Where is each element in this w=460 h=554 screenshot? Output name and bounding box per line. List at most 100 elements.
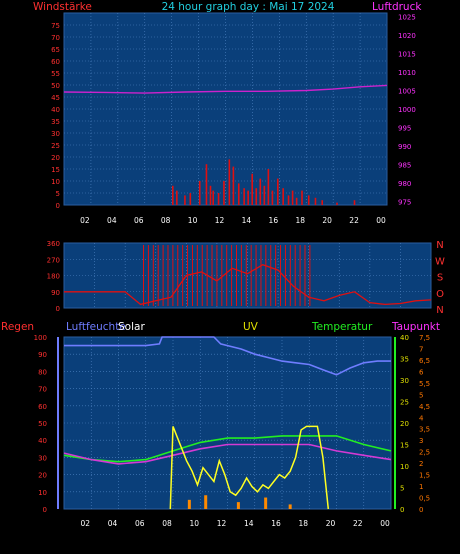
luftdruck-tick-label: 975 bbox=[398, 198, 411, 206]
temperatur-tick-label: 20 bbox=[400, 420, 409, 428]
x-tick-label: 10 bbox=[189, 519, 199, 528]
luftfeuchte-line bbox=[64, 336, 391, 376]
windstaerke-tick-label: 75 bbox=[51, 22, 60, 30]
wind-bar bbox=[271, 190, 274, 205]
taupunkt-tick-label: 2 bbox=[419, 460, 423, 468]
luftfeuchte-label: Luftfeuchte bbox=[66, 321, 126, 333]
taupunkt-tick-label: 6 bbox=[419, 368, 424, 376]
wind-bar bbox=[263, 185, 266, 205]
windstaerke-tick-label: 40 bbox=[51, 106, 60, 114]
windstaerke-label: Windstärke bbox=[33, 1, 92, 13]
wind-bar bbox=[295, 197, 298, 205]
x-tick-label: 08 bbox=[161, 216, 171, 225]
taupunkt-line bbox=[63, 443, 392, 465]
temperatur-tick-label: 35 bbox=[400, 356, 409, 364]
luftdruck-tick-label: 1020 bbox=[398, 32, 416, 40]
taupunkt-tick-label: 0 bbox=[419, 506, 423, 514]
luftdruck-tick-label: 980 bbox=[398, 180, 411, 188]
luftdruck-tick-label: 1005 bbox=[398, 88, 416, 96]
wind-bar bbox=[223, 181, 225, 205]
windstaerke-tick-label: 0 bbox=[56, 202, 60, 210]
windstaerke-tick-label: 60 bbox=[51, 58, 60, 66]
humidity-temperature-panel: 0102030405060708090100051015202530354000… bbox=[34, 334, 431, 528]
wind-bar bbox=[189, 193, 192, 205]
taupunkt-tick-label: 4,5 bbox=[419, 403, 430, 411]
luftdruck-line bbox=[63, 84, 388, 94]
wind-bar bbox=[321, 200, 323, 205]
x-tick-label: 22 bbox=[349, 216, 359, 225]
x-tick-label: 18 bbox=[298, 519, 308, 528]
wind-bar bbox=[243, 188, 245, 205]
taupunkt-tick-label: 5,5 bbox=[419, 380, 430, 388]
wind-bar bbox=[172, 185, 174, 205]
regen-tick-label: 90 bbox=[38, 351, 47, 359]
wind-bar bbox=[176, 190, 178, 205]
windstaerke-tick-label: 20 bbox=[51, 154, 60, 162]
taupunkt-tick-label: 7,5 bbox=[419, 334, 430, 342]
temperatur-tick-label: 0 bbox=[400, 506, 404, 514]
taupunkt-tick-label: 1,5 bbox=[419, 472, 430, 480]
taupunkt-tick-label: 5 bbox=[419, 391, 423, 399]
windstaerke-tick-label: 45 bbox=[51, 94, 60, 102]
windstaerke-tick-label: 25 bbox=[51, 142, 60, 150]
wind-bar bbox=[209, 185, 212, 205]
wind-bar bbox=[314, 197, 317, 205]
uv-bar bbox=[288, 504, 292, 509]
windstaerke-tick-label: 5 bbox=[56, 190, 60, 198]
wind-bar bbox=[184, 195, 186, 205]
windrichtung-tick-label: 0 bbox=[56, 305, 60, 313]
windstaerke-tick-label: 50 bbox=[51, 82, 60, 90]
temperatur-tick-label: 15 bbox=[400, 442, 409, 450]
windrichtung-tick-label: 90 bbox=[51, 289, 60, 297]
x-tick-label: 18 bbox=[295, 216, 305, 225]
x-tick-label: 20 bbox=[326, 519, 336, 528]
compass-label: N bbox=[436, 305, 443, 316]
luftdruck-tick-label: 1010 bbox=[398, 69, 416, 77]
regen-tick-label: 20 bbox=[38, 472, 47, 480]
regen-label: Regen bbox=[1, 321, 34, 333]
wind-bar bbox=[276, 178, 279, 205]
temperatur-tick-label: 10 bbox=[400, 463, 409, 471]
wind-bar bbox=[282, 188, 284, 205]
x-tick-label: 06 bbox=[135, 519, 145, 528]
regen-tick-label: 80 bbox=[38, 368, 47, 376]
x-tick-label: 00 bbox=[380, 519, 390, 528]
luftdruck-tick-label: 995 bbox=[398, 124, 411, 132]
taupunkt-tick-label: 3,5 bbox=[419, 426, 430, 434]
x-tick-label: 08 bbox=[162, 519, 172, 528]
taupunkt-label: Taupunkt bbox=[391, 321, 440, 333]
taupunkt-tick-label: 6,5 bbox=[419, 357, 430, 365]
taupunkt-tick-label: 2,5 bbox=[419, 449, 430, 457]
taupunkt-tick-label: 1 bbox=[419, 483, 423, 491]
wind-bar bbox=[217, 193, 220, 205]
x-tick-label: 04 bbox=[108, 519, 118, 528]
regen-tick-label: 60 bbox=[38, 403, 47, 411]
x-tick-label: 10 bbox=[188, 216, 198, 225]
temperatur-tick-label: 5 bbox=[400, 485, 404, 493]
wind-bar bbox=[232, 166, 235, 205]
x-tick-label: 02 bbox=[80, 519, 90, 528]
compass-label: S bbox=[437, 273, 443, 284]
chart-title: 24 hour graph day : Mai 17 2024 bbox=[162, 1, 335, 13]
regen-tick-label: 30 bbox=[38, 454, 47, 462]
windrichtung-tick-label: 360 bbox=[47, 240, 60, 248]
wind-pressure-panel: 0510152025303540455055606570759759809859… bbox=[51, 12, 416, 225]
luftdruck-tick-label: 985 bbox=[398, 161, 411, 169]
uv-bar bbox=[187, 499, 191, 509]
solar-line bbox=[169, 425, 330, 510]
windstaerke-tick-label: 15 bbox=[51, 166, 60, 174]
x-tick-label: 14 bbox=[244, 519, 254, 528]
x-tick-label: 22 bbox=[353, 519, 363, 528]
compass-label: N bbox=[436, 240, 443, 251]
taupunkt-tick-label: 7 bbox=[419, 345, 423, 353]
x-tick-label: 02 bbox=[80, 216, 90, 225]
wind-bar bbox=[198, 181, 201, 205]
x-tick-label: 06 bbox=[134, 216, 144, 225]
windstaerke-tick-label: 35 bbox=[51, 118, 60, 126]
wind-bar bbox=[247, 190, 249, 205]
x-tick-label: 12 bbox=[217, 519, 227, 528]
windstaerke-tick-label: 65 bbox=[51, 46, 60, 54]
temperatur-tick-label: 30 bbox=[400, 377, 409, 385]
wind-bar bbox=[301, 190, 303, 205]
